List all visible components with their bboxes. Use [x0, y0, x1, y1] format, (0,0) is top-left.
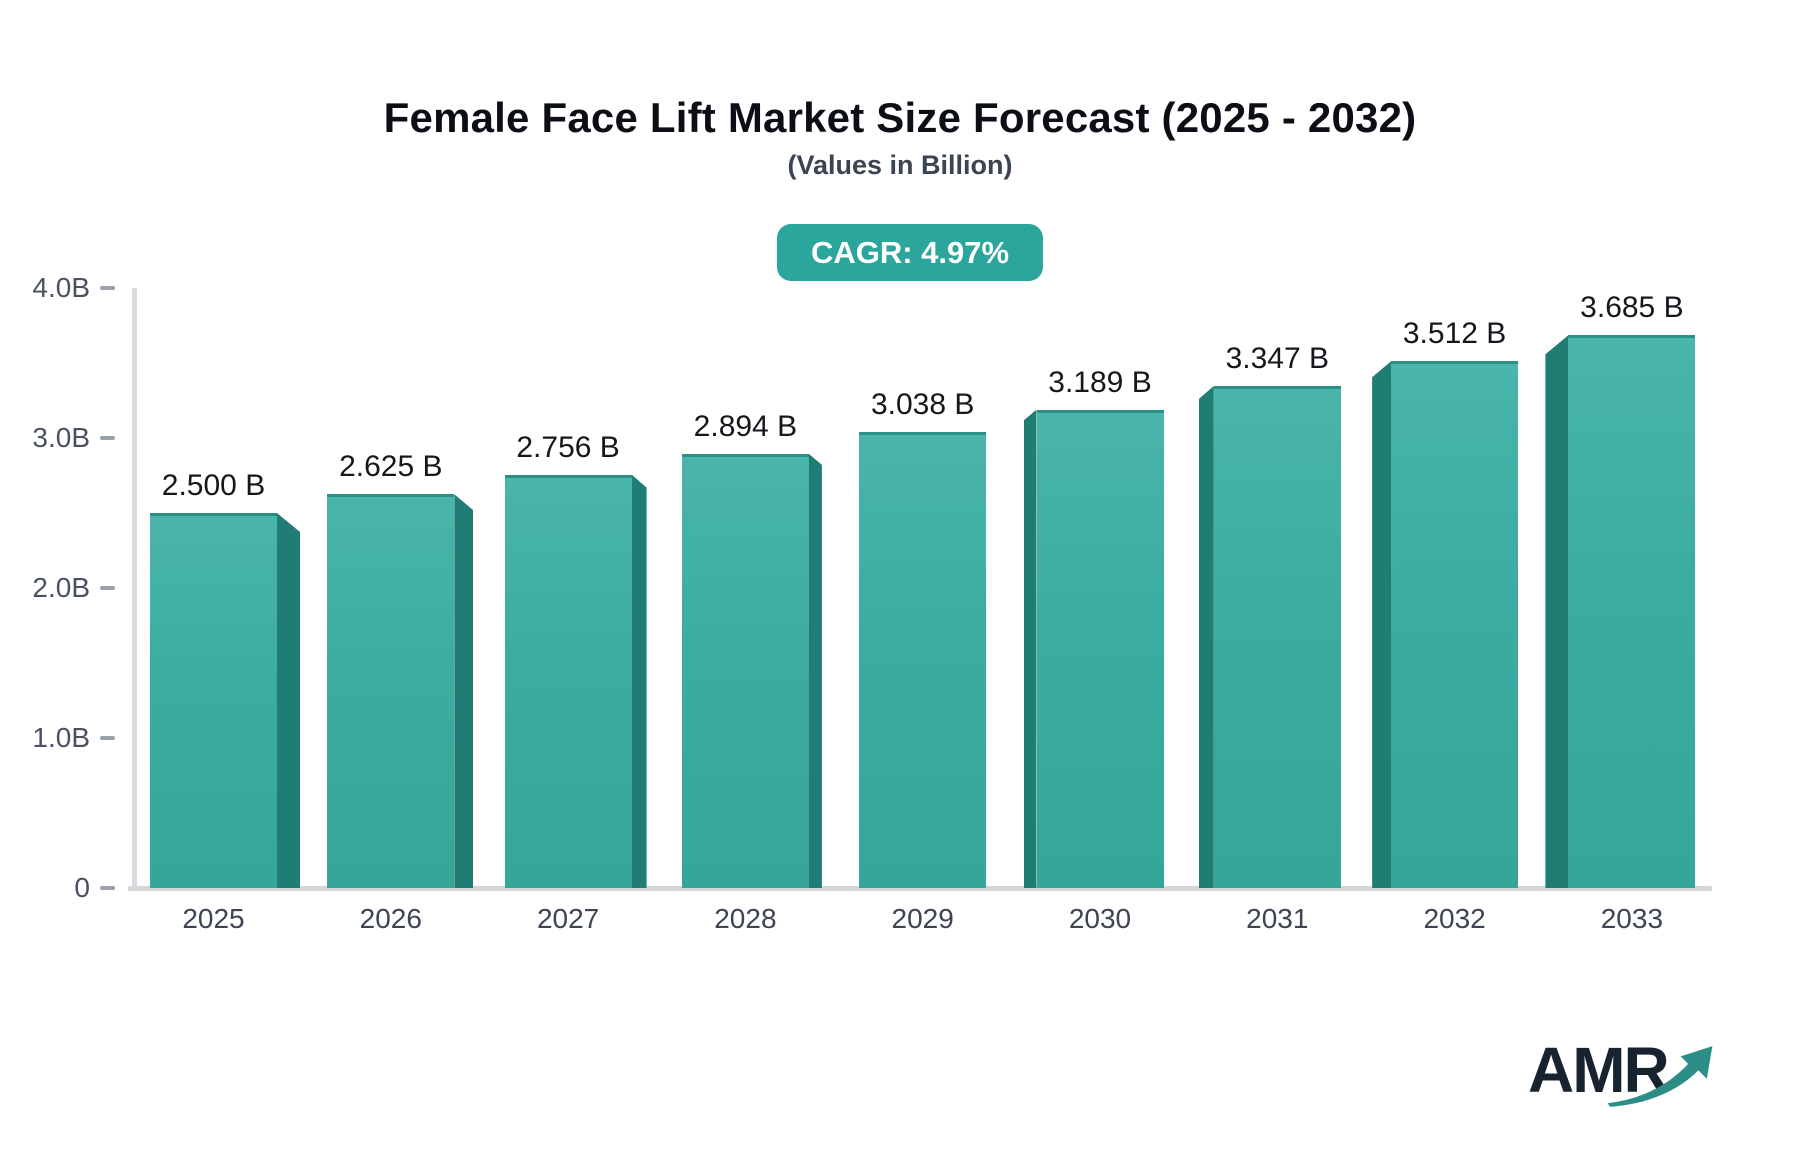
- y-tick-dash: [100, 436, 115, 440]
- bar-top-edge: [1568, 335, 1696, 339]
- bar-top-edge: [327, 494, 455, 498]
- bar-face: [859, 432, 987, 888]
- y-tick-label: 2.0B: [32, 572, 90, 603]
- bar-face: [1391, 361, 1519, 888]
- growth-arrow-icon: [1607, 1046, 1713, 1107]
- amr-logo: AMR: [1528, 1036, 1718, 1116]
- bar-side: [1372, 361, 1392, 888]
- bar-value-label: 3.189 B: [1048, 365, 1152, 399]
- y-tick-dash: [100, 736, 115, 740]
- x-axis-label: 2026: [359, 903, 422, 934]
- y-tick-dash: [100, 886, 115, 890]
- bar-value-label: 2.756 B: [516, 430, 620, 464]
- bar-side: [1545, 335, 1569, 888]
- y-tick-label: 1.0B: [32, 722, 90, 753]
- bar-face: [504, 474, 632, 888]
- bar-face: [1568, 335, 1696, 888]
- x-axis-label: 2033: [1600, 903, 1664, 934]
- x-axis-label: 2028: [714, 903, 777, 934]
- bar-face: [150, 513, 277, 888]
- x-axis-label: 2025: [182, 903, 245, 934]
- bar-top-edge: [150, 513, 277, 516]
- bar-top-edge: [681, 453, 809, 457]
- bar-side: [1198, 385, 1214, 888]
- y-tick-label: 4.0B: [32, 272, 90, 303]
- bar-value-label: 2.894 B: [693, 409, 798, 443]
- amr-logo-text: AMR: [1528, 1034, 1670, 1106]
- bar-value-label: 3.685 B: [1580, 291, 1684, 325]
- bar-value-label: 3.512 B: [1402, 317, 1507, 351]
- bar-value-label: 2.500 B: [161, 469, 266, 502]
- bar-face: [1036, 409, 1164, 888]
- y-tick-dash: [100, 586, 115, 590]
- bar-face: [1213, 385, 1341, 888]
- y-axis-line: [132, 288, 137, 888]
- bar-top-edge: [1036, 409, 1164, 413]
- bar-value-label: 3.038 B: [870, 388, 975, 422]
- bar-top-edge: [859, 432, 987, 436]
- x-axis-label: 2029: [891, 903, 954, 934]
- bar-side: [1023, 409, 1037, 888]
- bar-top-edge: [504, 474, 632, 478]
- bar-side: [454, 494, 474, 888]
- x-axis-label: 2031: [1246, 903, 1309, 934]
- x-axis-label: 2030: [1068, 903, 1132, 934]
- bar-face: [681, 453, 809, 888]
- y-tick-label: 3.0B: [32, 422, 90, 453]
- x-axis-label: 2032: [1423, 903, 1486, 934]
- x-axis-baseline: [128, 886, 1712, 891]
- chart-title: Female Face Lift Market Size Forecast (2…: [383, 94, 1417, 141]
- bar-value-label: 3.347 B: [1225, 341, 1329, 375]
- bar-face: [327, 494, 455, 888]
- bar-side: [631, 474, 647, 888]
- bar-top-edge: [1213, 385, 1341, 389]
- bar-side: [277, 513, 300, 888]
- y-tick-label: 0: [74, 872, 90, 903]
- bar-value-label: 2.625 B: [339, 450, 443, 484]
- chart-subtitle: (Values in Billion): [787, 150, 1013, 180]
- y-tick-dash: [100, 286, 115, 290]
- bar-top-edge: [1391, 361, 1519, 365]
- x-axis-label: 2027: [536, 903, 600, 934]
- bar-side: [808, 453, 822, 888]
- cagr-badge: CAGR: 4.97%: [776, 224, 1044, 281]
